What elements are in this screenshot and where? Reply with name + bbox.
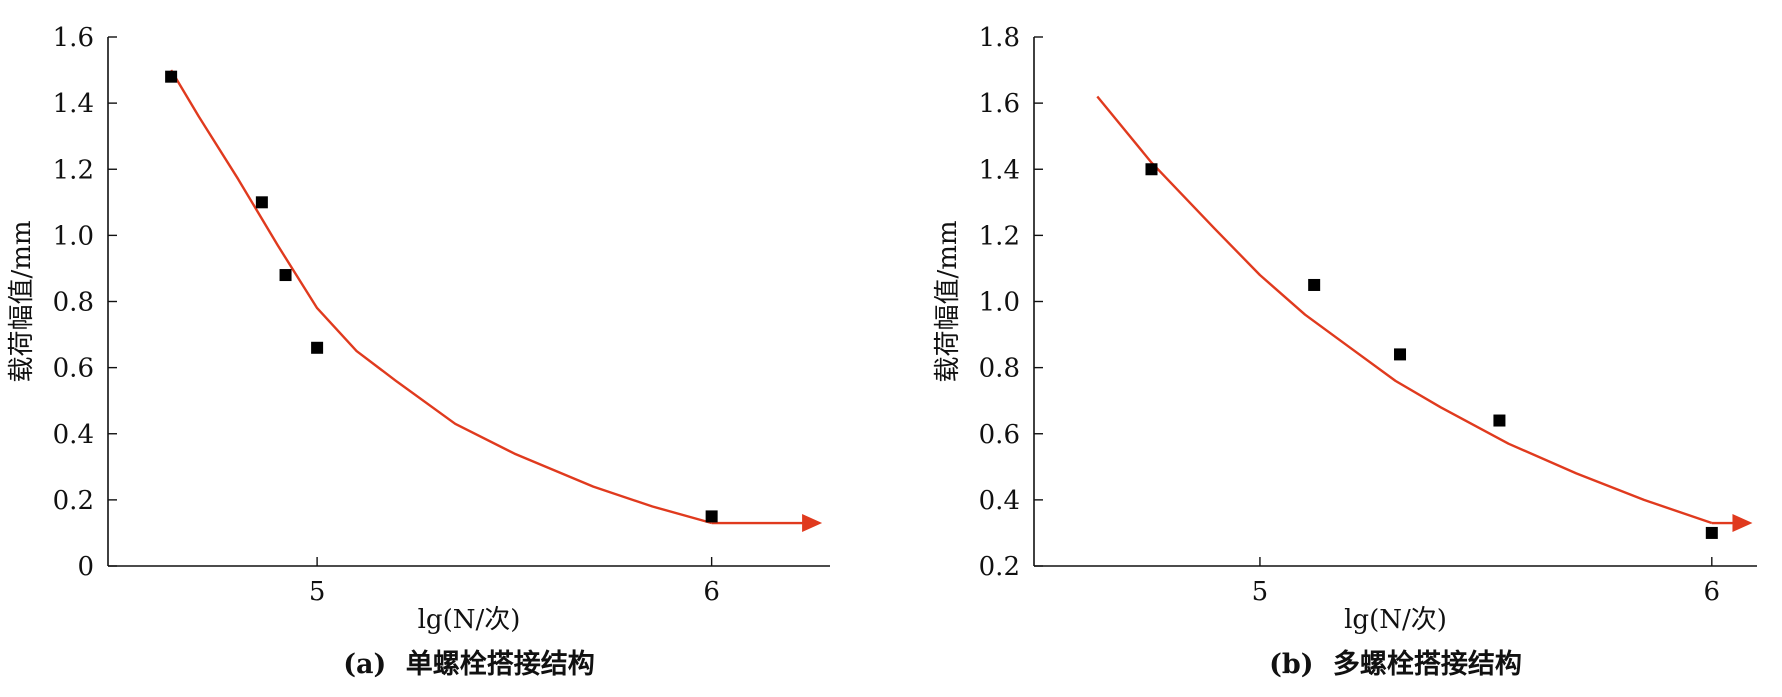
- data-point-a: [705, 510, 718, 523]
- data-point-a: [279, 269, 292, 282]
- plot-area-a: 0 0.2 0.4 0.6 0.8 1.0 1.2 1.4 1.6 5 6: [53, 23, 830, 607]
- y-tick-label-b: 1.8: [979, 23, 1020, 53]
- fit-arrow-head-b: [1732, 514, 1753, 533]
- x-tick-label-a: 6: [703, 577, 720, 607]
- y-tick-label-a: 1.0: [53, 221, 94, 251]
- panel-label-b: (b): [1269, 649, 1313, 680]
- x-axis-label-b: lg(N/次): [1344, 605, 1447, 635]
- y-tick-label-b: 1.4: [979, 155, 1020, 185]
- data-point-b: [1493, 414, 1506, 427]
- panel-label-a: (a): [343, 649, 386, 680]
- y-tick-label-a: 1.4: [53, 89, 94, 119]
- chart-panel-a: 0 0.2 0.4 0.6 0.8 1.0 1.2 1.4 1.6 5 6 lg(N/次) 载荷幅值…: [7, 23, 830, 680]
- y-axis-label-a: 载荷幅值/mm: [7, 220, 37, 382]
- y-tick-label-b: 0.2: [979, 552, 1020, 582]
- y-tick-label-a: 0.8: [53, 288, 94, 318]
- fit-arrow-head-a: [802, 514, 823, 533]
- y-tick-label-b: 0.4: [979, 486, 1020, 516]
- fit-curve-b: [1096, 95, 1713, 525]
- y-tick-label-a: 1.6: [53, 23, 94, 53]
- y-axis-label-b: 载荷幅值/mm: [933, 220, 963, 382]
- y-tick-label-a: 0.4: [53, 420, 94, 450]
- chart-panel-b: 0.2 0.4 0.6 0.8 1.0 1.2 1.4 1.6 1.8 5 6 lg(N/次) 载荷…: [933, 23, 1757, 680]
- data-point-b: [1394, 348, 1407, 361]
- data-point-b: [1705, 526, 1718, 539]
- x-tick-label-b: 6: [1704, 577, 1721, 607]
- y-tick-label-a: 0.6: [53, 354, 94, 384]
- data-point-a: [255, 196, 268, 209]
- y-tick-label-a: 1.2: [53, 155, 94, 185]
- x-tick-label-b: 5: [1252, 577, 1269, 607]
- y-tick-label-a: 0: [77, 552, 94, 582]
- data-point-a: [311, 341, 324, 354]
- y-tick-label-a: 0.2: [53, 486, 94, 516]
- y-tick-label-b: 1.6: [979, 89, 1020, 119]
- data-point-b: [1145, 163, 1158, 176]
- caption-text-a: 单螺栓搭接结构: [406, 649, 595, 680]
- caption-b: (b) 多螺栓搭接结构: [1269, 649, 1522, 680]
- x-axis-label-a: lg(N/次): [418, 605, 521, 635]
- y-tick-label-b: 0.8: [979, 354, 1020, 384]
- caption-text-b: 多螺栓搭接结构: [1333, 649, 1522, 680]
- y-tick-label-b: 0.6: [979, 420, 1020, 450]
- caption-a: (a) 单螺栓搭接结构: [343, 649, 594, 680]
- x-tick-label-a: 5: [309, 577, 326, 607]
- y-tick-label-b: 1.0: [979, 288, 1020, 318]
- y-tick-label-b: 1.2: [979, 221, 1020, 251]
- plot-area-b: 0.2 0.4 0.6 0.8 1.0 1.2 1.4 1.6 1.8 5 6: [979, 23, 1757, 607]
- fit-curve-a: [170, 69, 712, 525]
- data-point-b: [1308, 278, 1321, 291]
- data-point-a: [165, 70, 178, 83]
